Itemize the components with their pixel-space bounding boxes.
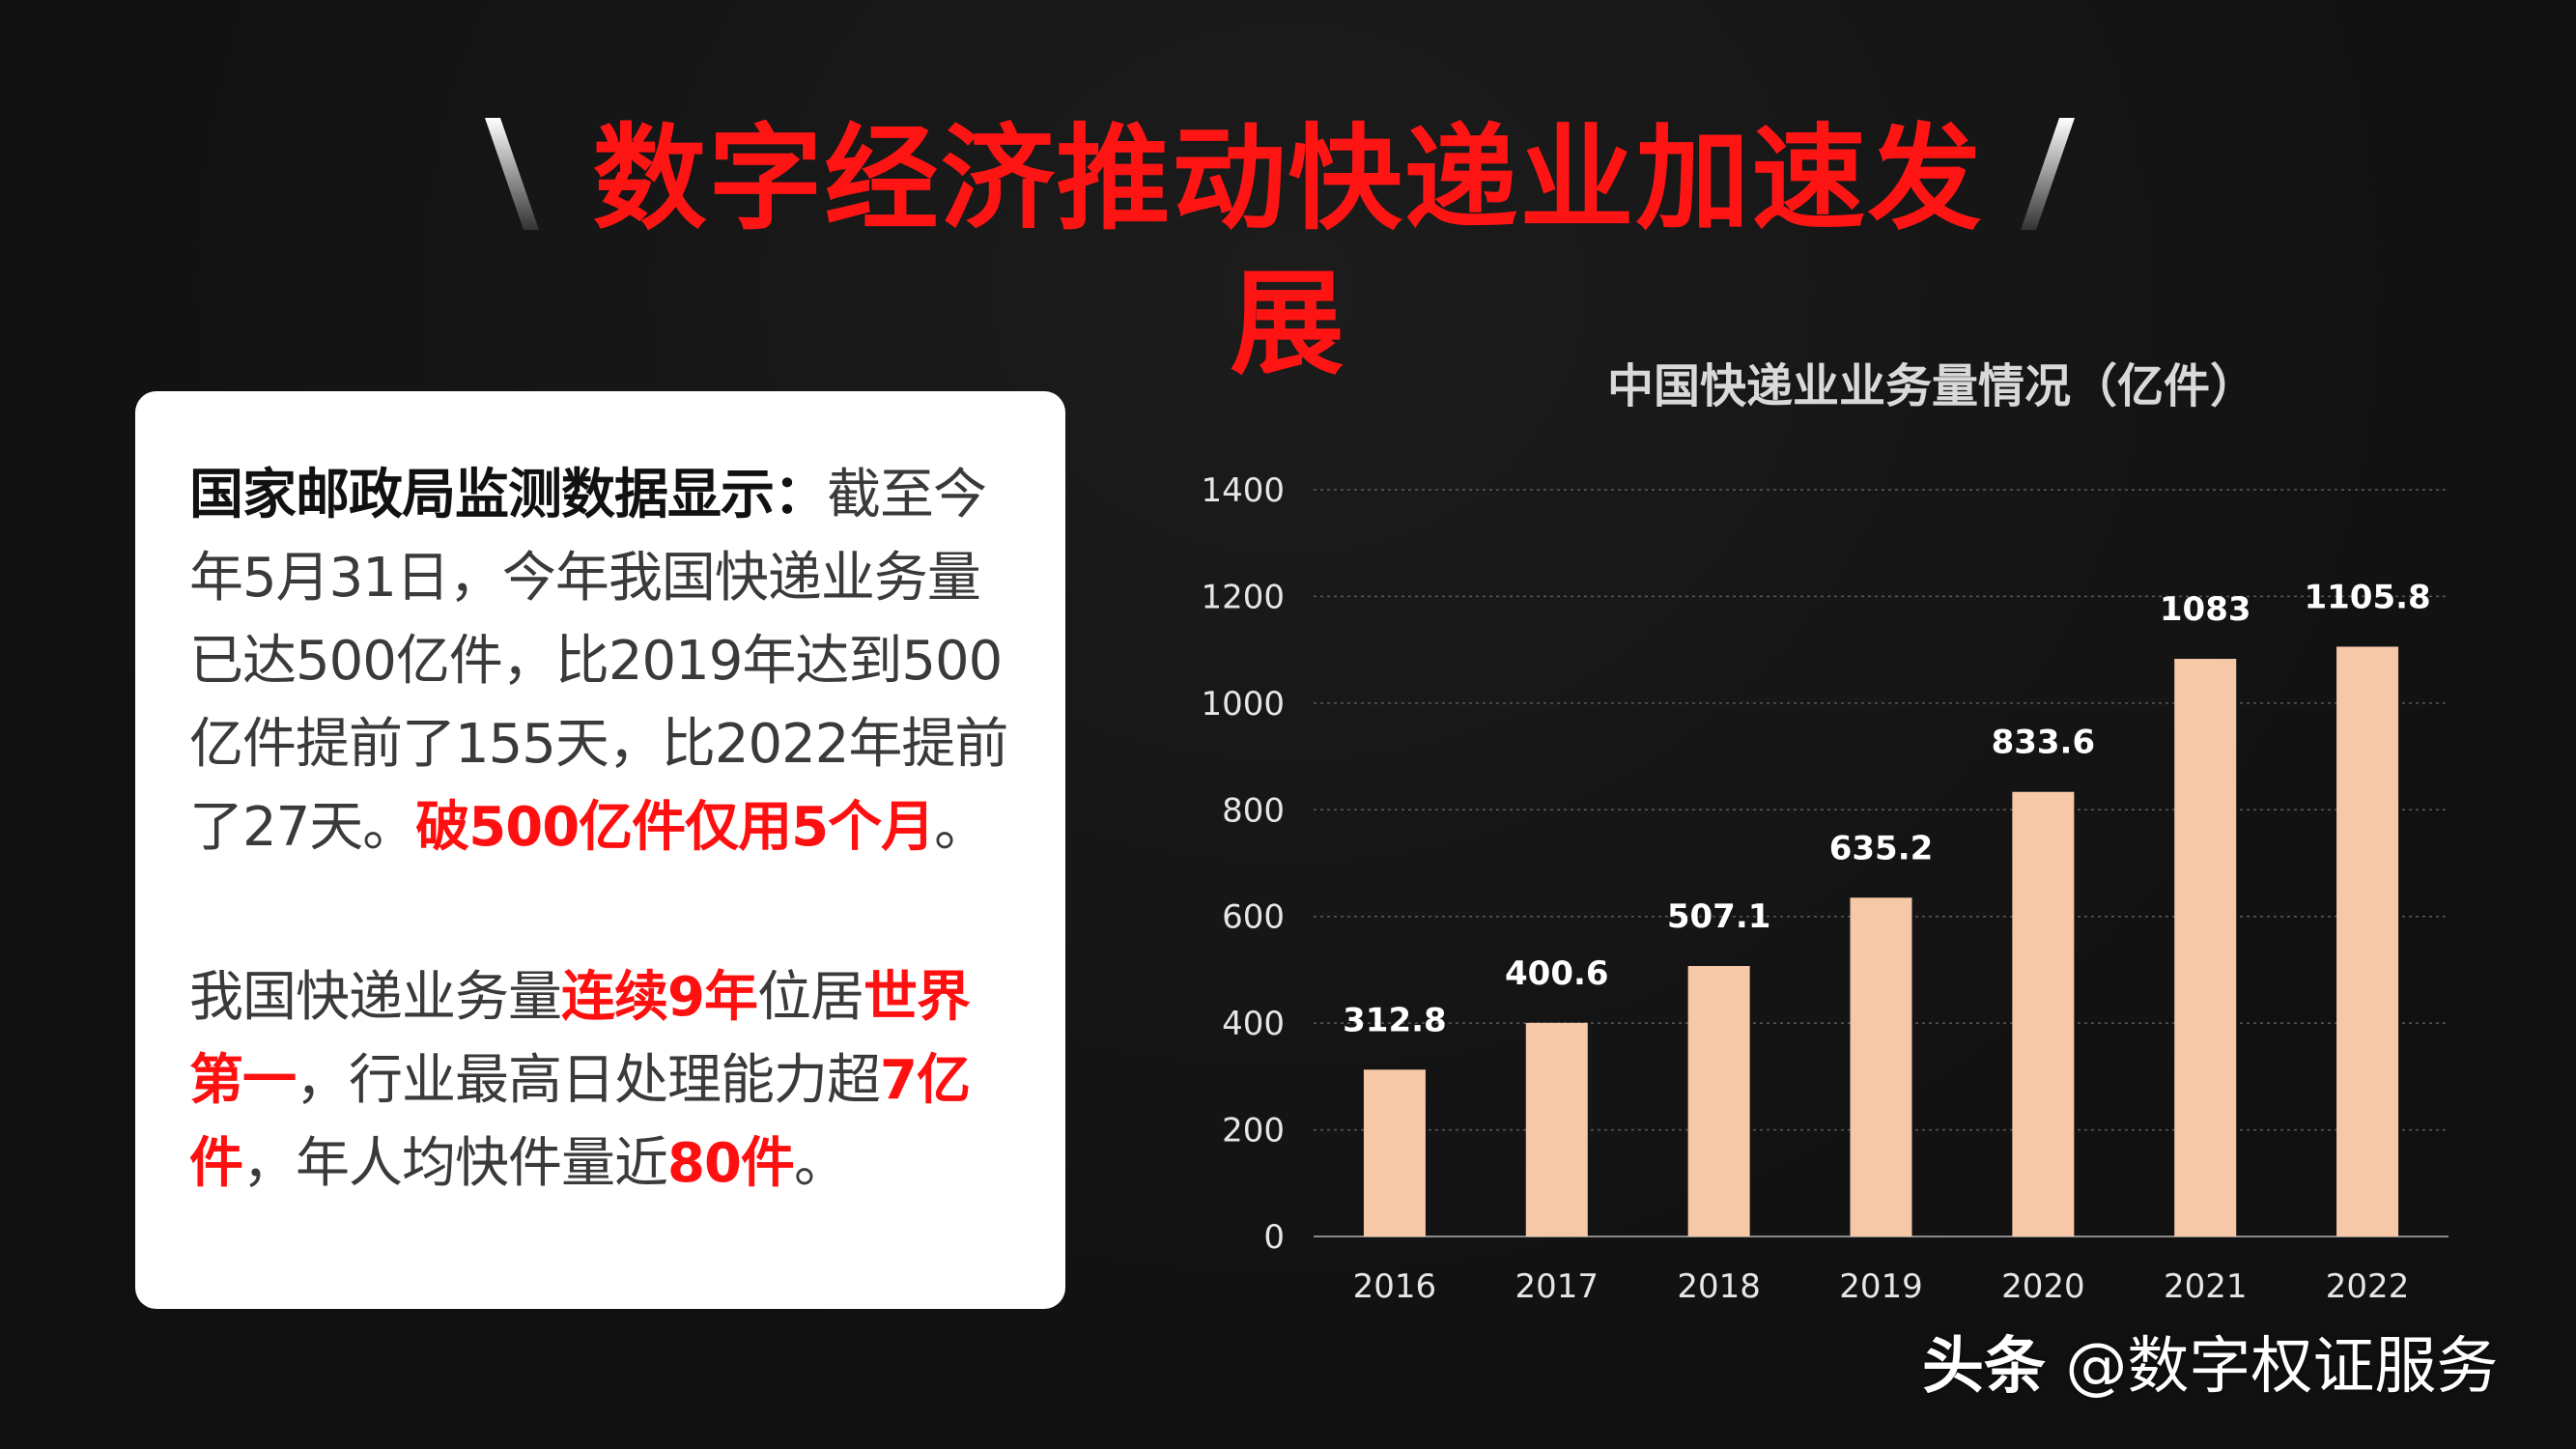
bar: [2012, 791, 2075, 1236]
paragraph-text: ，年人均快件量近: [242, 1132, 668, 1195]
x-tick-label: 2020: [2001, 1267, 2085, 1306]
watermark: 头条 @数字权证服务: [1922, 1328, 2540, 1406]
paragraph-ranking: 我国快递业务量连续9年位居世界第一，行业最高日处理能力超7亿件，年人均快件量近8…: [189, 956, 1020, 1206]
x-tick-label: 2016: [1353, 1267, 1437, 1306]
data-label: 1105.8: [2304, 578, 2430, 616]
bar: [1525, 1022, 1588, 1236]
bar: [2336, 646, 2399, 1236]
x-tick-label: 2019: [1839, 1267, 1923, 1306]
paragraph-end: 。: [793, 1132, 848, 1195]
left-slash-icon: [485, 118, 539, 230]
y-tick-label: 200: [1222, 1112, 1285, 1151]
y-tick-label: 1200: [1201, 578, 1285, 616]
x-tick-label: 2021: [2164, 1267, 2248, 1306]
paragraph-text: 截至今年5月31日，今年我国快递业务量已达500亿件，比2019年达到500亿件…: [189, 464, 1008, 859]
title-area: 数字经济推动快递业加速发展: [0, 97, 2576, 390]
paragraph-text: ，行业最高日处理能力超: [296, 1049, 881, 1112]
highlight-text: 世界第一: [189, 966, 971, 1112]
highlight-text: 7亿件: [189, 1049, 971, 1195]
paragraph-monitoring: 国家邮政局监测数据显示：截至今年5月31日，今年我国快递业务量已达500亿件，比…: [189, 454, 1020, 869]
page-title: 数字经济推动快递业加速发展: [592, 112, 1984, 390]
y-tick-label: 1000: [1201, 685, 1285, 724]
y-tick-label: 1400: [1201, 471, 1285, 510]
highlight-text: 连续9年: [561, 966, 758, 1029]
bar: [2174, 659, 2237, 1236]
data-label: 833.6: [1992, 724, 2096, 762]
info-card: 国家邮政局监测数据显示：截至今年5月31日，今年我国快递业务量已达500亿件，比…: [135, 391, 1065, 1309]
paragraph-lead: 国家邮政局监测数据显示：: [189, 464, 828, 526]
paragraph-text: 位居: [756, 966, 864, 1029]
y-tick-label: 0: [1263, 1218, 1285, 1257]
bar: [1687, 966, 1750, 1236]
bar: [1363, 1069, 1426, 1236]
bar: [1850, 897, 1912, 1236]
y-tick-label: 400: [1222, 1005, 1285, 1043]
x-tick-label: 2022: [2326, 1267, 2410, 1306]
highlight-text: 破500亿件仅用5个月: [415, 796, 935, 859]
watermark-brand: 头条: [1922, 1331, 2046, 1403]
bar-chart: 0 200 400 600 800 1000 1200 1400 312.8 2016 400.6 2…: [1201, 471, 2449, 1306]
paragraph-text: 我国快递业务量: [189, 966, 562, 1029]
data-label: 1083: [2160, 590, 2251, 629]
chart-title: 中国快递业业务量情况（亿件）: [1606, 359, 2256, 413]
data-label: 400.6: [1505, 954, 1609, 993]
paragraph-end: 。: [934, 796, 988, 859]
watermark-handle: @数字权证服务: [2065, 1331, 2499, 1403]
data-label: 507.1: [1667, 897, 1771, 936]
x-tick-label: 2017: [1515, 1267, 1599, 1306]
y-tick-label: 800: [1222, 791, 1285, 830]
y-tick-label: 600: [1222, 898, 1285, 937]
x-tick-label: 2018: [1677, 1267, 1761, 1306]
data-label: 312.8: [1343, 1001, 1447, 1039]
data-label: 635.2: [1829, 829, 1934, 867]
highlight-text: 80件: [667, 1132, 795, 1195]
right-slash-icon: [2021, 118, 2075, 230]
